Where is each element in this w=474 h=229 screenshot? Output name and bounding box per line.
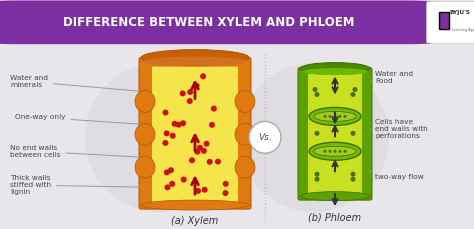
Circle shape (249, 121, 281, 153)
Ellipse shape (302, 68, 368, 75)
Circle shape (193, 83, 200, 89)
FancyBboxPatch shape (308, 74, 362, 197)
Circle shape (181, 177, 187, 183)
Circle shape (209, 122, 215, 128)
Circle shape (187, 98, 193, 104)
Circle shape (315, 172, 319, 177)
Text: (b) Phloem: (b) Phloem (309, 212, 362, 222)
Circle shape (85, 63, 235, 212)
Circle shape (315, 92, 319, 97)
Ellipse shape (300, 192, 370, 201)
FancyBboxPatch shape (439, 12, 449, 29)
FancyBboxPatch shape (0, 2, 95, 42)
Text: Cells have
end walls with
perforations: Cells have end walls with perforations (370, 119, 428, 139)
Circle shape (168, 167, 174, 173)
Circle shape (203, 141, 210, 147)
Circle shape (176, 122, 182, 128)
Circle shape (201, 187, 208, 193)
Circle shape (328, 115, 331, 118)
Circle shape (323, 115, 327, 118)
Circle shape (338, 115, 341, 118)
Ellipse shape (314, 112, 356, 121)
Circle shape (239, 63, 389, 212)
Ellipse shape (300, 63, 370, 75)
Circle shape (200, 73, 206, 79)
Circle shape (338, 150, 341, 153)
Circle shape (211, 106, 217, 112)
Circle shape (344, 115, 346, 118)
Text: (a) Xylem: (a) Xylem (172, 216, 219, 226)
Ellipse shape (141, 200, 249, 210)
Circle shape (207, 159, 213, 165)
Circle shape (164, 184, 171, 190)
FancyBboxPatch shape (152, 67, 238, 206)
Text: One-way only: One-way only (15, 114, 140, 124)
Circle shape (334, 150, 337, 153)
Circle shape (215, 159, 221, 165)
Circle shape (222, 190, 228, 196)
Circle shape (201, 148, 207, 154)
Text: BYJU'S: BYJU'S (449, 10, 470, 15)
Ellipse shape (135, 156, 155, 178)
Circle shape (323, 150, 327, 153)
Text: No end walls
between cells: No end walls between cells (10, 145, 140, 158)
Circle shape (312, 87, 318, 92)
Ellipse shape (135, 123, 155, 145)
Circle shape (172, 121, 178, 127)
Circle shape (350, 177, 356, 182)
Circle shape (194, 149, 201, 155)
Circle shape (197, 145, 203, 151)
Circle shape (315, 177, 319, 182)
FancyBboxPatch shape (0, 0, 443, 44)
Text: DIFFERENCE BETWEEN XYLEM AND PHLOEM: DIFFERENCE BETWEEN XYLEM AND PHLOEM (63, 16, 354, 29)
Circle shape (350, 172, 356, 177)
Text: The Learning App: The Learning App (444, 28, 474, 32)
Ellipse shape (135, 90, 155, 112)
Circle shape (169, 181, 175, 187)
Text: Thick walls
stiffed with
lignin: Thick walls stiffed with lignin (10, 175, 140, 195)
Circle shape (328, 150, 331, 153)
Circle shape (170, 133, 176, 139)
Circle shape (164, 169, 170, 175)
Circle shape (353, 87, 357, 92)
Ellipse shape (143, 57, 247, 67)
Text: Water and
minerals: Water and minerals (10, 75, 140, 91)
Circle shape (180, 90, 186, 96)
Ellipse shape (314, 146, 356, 156)
Text: two-way flow: two-way flow (370, 171, 424, 180)
FancyBboxPatch shape (427, 1, 474, 43)
Ellipse shape (309, 142, 361, 160)
Circle shape (350, 92, 356, 97)
Ellipse shape (309, 107, 361, 125)
Circle shape (163, 140, 168, 146)
FancyBboxPatch shape (298, 68, 372, 200)
Circle shape (350, 131, 356, 136)
Circle shape (334, 115, 337, 118)
Circle shape (164, 130, 170, 136)
Ellipse shape (235, 90, 255, 112)
Circle shape (344, 150, 346, 153)
Circle shape (187, 89, 193, 95)
Ellipse shape (141, 50, 249, 65)
Circle shape (223, 181, 229, 187)
Text: Vs.: Vs. (258, 133, 272, 142)
Circle shape (315, 131, 319, 136)
Circle shape (180, 120, 186, 126)
Ellipse shape (235, 156, 255, 178)
Circle shape (189, 157, 195, 163)
FancyBboxPatch shape (139, 58, 251, 209)
Ellipse shape (235, 123, 255, 145)
Text: Water and
Food: Water and Food (370, 71, 413, 84)
Circle shape (163, 109, 169, 116)
Circle shape (195, 188, 201, 194)
